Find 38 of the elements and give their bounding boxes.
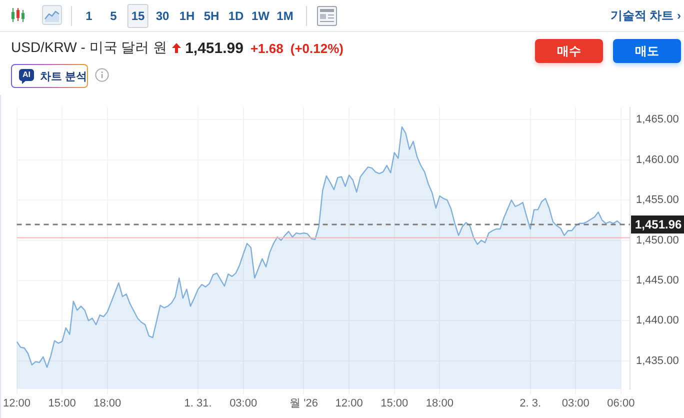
x-tick-label: 12:00 [3, 398, 31, 410]
text: 5 [110, 9, 117, 23]
text: 1W [252, 9, 270, 23]
y-tick-label: 1,455.00 [636, 194, 679, 206]
y-tick-label: 1,445.00 [636, 274, 679, 286]
x-tick-label: 03:00 [230, 398, 258, 410]
text: +1.68 [250, 40, 284, 56]
analysis-button: AI 차트 분석 [11, 64, 88, 88]
text: 1D [228, 9, 244, 23]
x-tick-label: 18:00 [426, 398, 454, 410]
selected-button: 15 [127, 4, 149, 28]
x-tick-label: 2. 3. [520, 398, 542, 410]
y-tick-label: 1,435.00 [636, 354, 679, 367]
text: 1,451.99 [185, 40, 244, 56]
x-tick-label: 03:00 [562, 398, 590, 410]
chart-title: USD/KRW - 미국 달러 원 [11, 39, 168, 57]
x-tick-label: 15:00 [380, 398, 408, 410]
x-tick-label: 06:00 [607, 398, 635, 410]
x-tick-label: 18:00 [94, 398, 122, 410]
x-tick-label: 15:00 [48, 398, 76, 410]
text: 1M [276, 9, 294, 23]
y-tick-label: 1,440.00 [636, 314, 679, 327]
ref-line-label: 1,451.96 [635, 217, 682, 232]
text: 1H [179, 9, 195, 23]
text: 기술적 차트 › [610, 8, 681, 24]
text: 30 [156, 9, 170, 23]
text: (+0.12%) [290, 40, 344, 56]
y-tick-label: 1,460.00 [636, 154, 679, 166]
text: 5H [204, 9, 220, 23]
y-tick-label: 1,465.00 [636, 114, 679, 126]
x-tick-label: 1. 31. [184, 398, 212, 410]
y-tick-label: 1,450.00 [636, 234, 679, 246]
x-tick-label: 월 '26 [290, 398, 318, 410]
text: 1 [86, 9, 92, 23]
chat-bubble-icon: AI [19, 68, 34, 84]
buy-button: 매수 [535, 39, 603, 63]
sell-button: 매도 [613, 39, 681, 63]
x-tick-label: 12:00 [335, 398, 363, 410]
